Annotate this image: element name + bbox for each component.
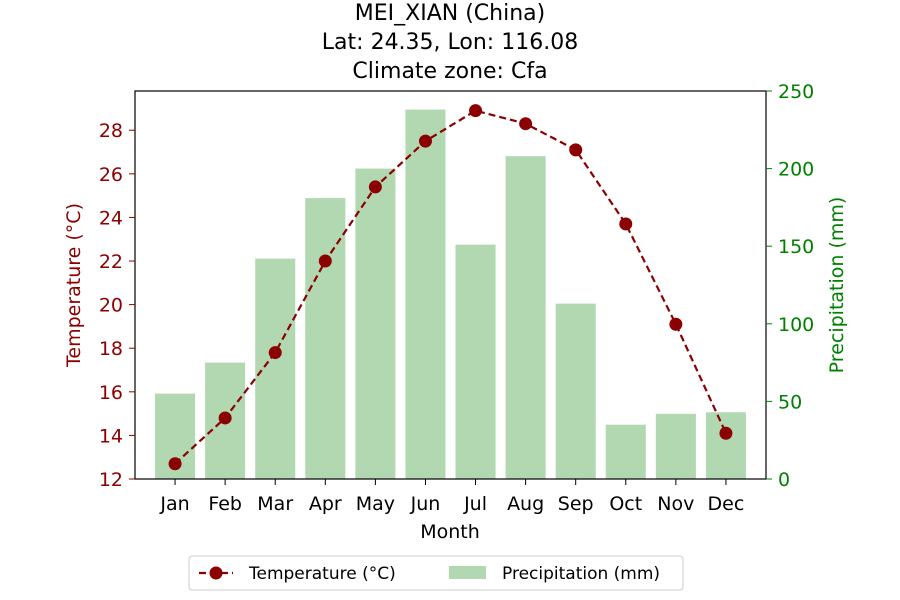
temperature-point-sep xyxy=(569,143,583,157)
legend-temperature-label: Temperature (°C) xyxy=(248,564,396,584)
left-tick-label-22: 22 xyxy=(99,251,123,273)
x-tick-label-nov: Nov xyxy=(657,493,694,515)
x-axis-label: Month xyxy=(420,521,480,543)
temperature-line xyxy=(168,104,733,471)
legend-precipitation-label: Precipitation (mm) xyxy=(502,564,660,584)
temperature-series-line xyxy=(174,109,727,465)
temperature-point-aug xyxy=(519,117,533,131)
x-tick-label-sep: Sep xyxy=(558,493,594,515)
left-tick-label-24: 24 xyxy=(99,207,123,229)
left-tick-label-12: 12 xyxy=(99,469,123,491)
precipitation-bar-may xyxy=(355,168,396,479)
plot-frame xyxy=(134,90,767,480)
temperature-point-feb xyxy=(218,411,232,425)
precipitation-bar-jun xyxy=(405,109,446,480)
left-tick-label-14: 14 xyxy=(99,425,123,447)
right-tick-label-0: 0 xyxy=(778,469,790,491)
legend: Temperature (°C) Precipitation (mm) xyxy=(188,555,684,591)
right-tick-label-50: 50 xyxy=(778,391,802,413)
left-tick-label-16: 16 xyxy=(99,382,123,404)
left-axis-label: Temperature (°C) xyxy=(63,203,85,368)
left-tick-label-26: 26 xyxy=(99,164,123,186)
precipitation-bar-dec xyxy=(705,412,746,479)
precipitation-bar-aug xyxy=(505,156,546,479)
chart-title-line-3: Climate zone: Cfa xyxy=(352,59,547,84)
chart-title-line-2: Lat: 24.35, Lon: 116.08 xyxy=(322,30,578,55)
right-axis-label: Precipitation (mm) xyxy=(826,197,848,374)
right-tick-label-150: 150 xyxy=(778,236,814,258)
temperature-point-dec xyxy=(719,426,733,440)
temperature-point-nov xyxy=(669,317,683,331)
chart-title-line-1: MEI_XIAN (China) xyxy=(355,1,545,26)
x-tick-label-dec: Dec xyxy=(708,493,745,515)
legend-frame xyxy=(188,555,684,591)
x-tick-label-aug: Aug xyxy=(507,493,544,515)
precipitation-bars xyxy=(155,109,746,480)
x-tick-label-jun: Jun xyxy=(410,493,441,515)
x-tick-label-apr: Apr xyxy=(309,493,342,515)
precipitation-bar-apr xyxy=(305,198,346,479)
temperature-point-mar xyxy=(268,346,282,360)
precipitation-bar-nov xyxy=(655,413,696,479)
left-tick-label-20: 20 xyxy=(99,295,123,317)
temperature-point-jan xyxy=(168,457,182,471)
x-tick-label-mar: Mar xyxy=(257,493,293,515)
legend-temperature-marker xyxy=(209,566,223,580)
x-tick-label-jul: Jul xyxy=(463,493,487,515)
temperature-point-jul xyxy=(469,104,483,118)
x-tick-label-feb: Feb xyxy=(208,493,242,515)
x-tick-label-jan: Jan xyxy=(159,493,189,515)
right-tick-label-100: 100 xyxy=(778,314,814,336)
left-tick-label-18: 18 xyxy=(99,338,123,360)
precipitation-bar-mar xyxy=(255,258,296,479)
temperature-point-oct xyxy=(619,217,633,231)
x-tick-label-may: May xyxy=(356,493,395,515)
right-tick-label-200: 200 xyxy=(778,159,814,181)
precipitation-bar-jul xyxy=(455,244,496,479)
temperature-point-may xyxy=(368,180,382,194)
precipitation-bar-sep xyxy=(555,303,596,479)
temperature-point-jun xyxy=(418,134,432,148)
right-tick-label-250: 250 xyxy=(778,81,814,103)
legend-precipitation-swatch xyxy=(449,566,486,579)
precipitation-bar-oct xyxy=(605,424,646,479)
left-tick-label-28: 28 xyxy=(99,120,123,142)
x-tick-label-oct: Oct xyxy=(609,493,642,515)
axes: Jan Feb Mar Apr May Jun Jul Aug Sep Oct Nov Dec 12 14… xyxy=(99,81,814,515)
temperature-point-apr xyxy=(318,254,332,268)
